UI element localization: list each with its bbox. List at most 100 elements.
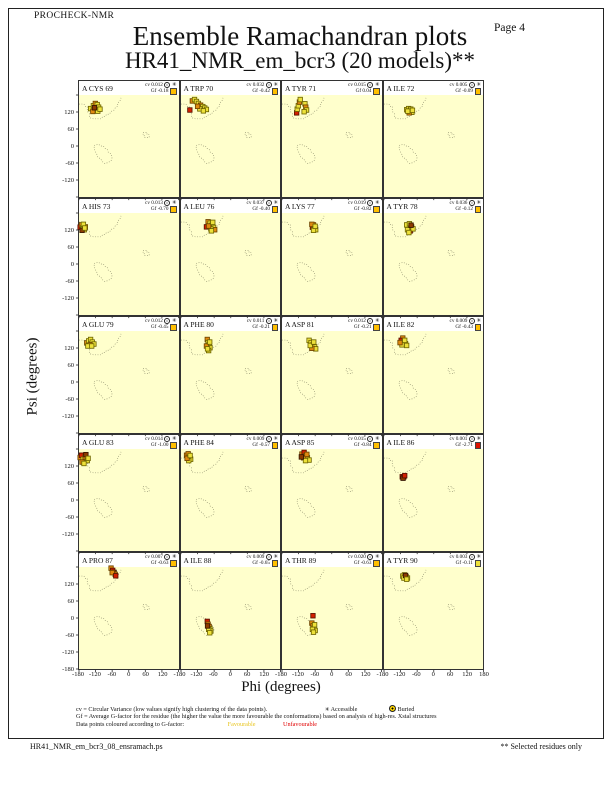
ramachandran-plot [75, 448, 179, 555]
accessible-icon: ✳ [273, 199, 278, 206]
data-point [204, 346, 210, 352]
gfactor-chip [373, 324, 380, 331]
left-handed-alpha-region [142, 132, 150, 138]
residue-label: A GLU 79 [82, 320, 114, 329]
beta-allowed-region [180, 97, 223, 120]
alpha-allowed-region [398, 379, 418, 400]
data-point [97, 106, 103, 112]
accessible-icon: ✳ [171, 435, 177, 442]
ramachandran-panel: A GLU 79 cv 0.012 ✳ Gf -0.45 [75, 316, 180, 437]
data-point [81, 460, 87, 467]
cv-value: cv 0.015 [348, 436, 366, 442]
gf-value: Gf -2.71 [455, 442, 473, 449]
cv-stat: cv 0.009 ✳ [247, 554, 278, 561]
gf-stat: Gf -0.70 [145, 206, 177, 213]
plot-canvas [383, 333, 484, 437]
data-point [310, 629, 317, 635]
data-point [403, 576, 409, 582]
beta-allowed-region [79, 569, 122, 592]
alpha-allowed-region [296, 261, 316, 282]
gfactor-chip [373, 560, 380, 567]
accessible-icon: ✳ [171, 81, 177, 88]
residue-label: A ILE 86 [386, 438, 415, 447]
gf-value: Gf -0.45 [150, 324, 169, 331]
plot-canvas [281, 449, 382, 555]
ramachandran-plot [383, 331, 484, 437]
data-point [109, 569, 115, 576]
residue-label: A TYR 78 [386, 202, 418, 211]
residue-label: A CYS 69 [82, 84, 113, 93]
accessible-icon: ✳ [374, 81, 380, 88]
residue-label: A ASP 85 [285, 438, 315, 447]
ramachandran-plot [281, 331, 382, 437]
beta-allowed-region [180, 215, 223, 238]
gf-stat: Gf -0.09 [450, 88, 481, 95]
cv-stat: cv 0.012 ✳ [145, 81, 177, 89]
gfactor-chip [373, 88, 380, 95]
left-handed-alpha-region [345, 250, 353, 256]
legend-line-1: cv = Circular Variance (low values signi… [76, 705, 437, 713]
buried-icon [468, 436, 475, 443]
alpha-allowed-region [195, 497, 215, 518]
ramachandran-panel: A PHE 80 cv 0.011 ✳ Gf -0.21 [179, 316, 281, 437]
gfactor-chip [170, 88, 177, 95]
gf-stat: Gf -0.18 [145, 88, 177, 95]
residue-label: A ILE 82 [386, 320, 415, 329]
gf-stat: Gf -0.65 [247, 560, 278, 567]
gf-stat: Gf -0.12 [450, 206, 481, 213]
ramachandran-panel: A HIS 73 cv 0.013 ✳ Gf -0.70 [75, 198, 180, 319]
ramachandran-plot [281, 95, 382, 201]
data-point [405, 229, 412, 236]
left-handed-alpha-region [447, 486, 455, 492]
left-handed-alpha-region [447, 368, 455, 374]
left-handed-alpha-region [142, 368, 150, 374]
gf-value: Gf -0.18 [150, 88, 169, 95]
ramachandran-plot [383, 567, 484, 673]
residue-label: A LEU 76 [183, 202, 215, 211]
cv-stat: cv 0.009 ✳ [450, 318, 481, 325]
left-handed-alpha-region [345, 368, 353, 374]
residue-label: A ILE 72 [386, 84, 415, 93]
data-point [205, 223, 211, 229]
gf-stat: Gf -0.42 [247, 88, 278, 95]
ramachandran-plot [75, 94, 179, 201]
gfactor-chip [474, 88, 481, 95]
gf-stat: Gf -0.57 [247, 442, 278, 449]
plot-canvas [75, 565, 179, 673]
beta-allowed-region [180, 333, 223, 356]
gf-value: Gf -0.21 [252, 324, 270, 331]
cv-value: cv 0.005 [449, 82, 468, 88]
beta-allowed-region [282, 97, 325, 120]
residue-label: A TYR 90 [386, 556, 418, 565]
accessible-label: Accessible [330, 706, 358, 713]
cv-stat: cv 0.003 ✳ [449, 554, 481, 561]
buried-icon [265, 318, 272, 325]
left-handed-alpha-region [447, 604, 455, 610]
gf-stat: Gf -0.45 [145, 324, 177, 331]
left-handed-alpha-region [244, 368, 252, 374]
ramachandran-panel: A LEU 76 cv 0.037 ✳ Gf -0.40 [179, 198, 281, 319]
buried-icon [265, 436, 272, 443]
legend: cv = Circular Variance (low values signi… [76, 705, 437, 728]
ramachandran-plot [281, 449, 382, 555]
gfactor-chip [474, 206, 481, 213]
favourable-label: Favourable [227, 720, 256, 728]
ramachandran-plot [383, 95, 484, 201]
beta-allowed-region [282, 215, 325, 238]
alpha-allowed-region [398, 261, 418, 282]
cv-stat: cv 0.020 ✳ [348, 554, 380, 561]
plot-canvas [180, 96, 281, 201]
selected-residues-note: ** Selected residues only [500, 742, 582, 751]
cv-value: cv 0.003 [449, 554, 468, 560]
data-point [204, 623, 210, 629]
data-point [89, 343, 95, 349]
residue-label: A TRP 70 [183, 84, 214, 93]
data-point [310, 613, 316, 619]
beta-allowed-region [282, 451, 325, 474]
data-point [209, 219, 215, 226]
legend-line-2: Gf = Average G-factor for the residue (t… [76, 713, 437, 721]
ramachandran-plot [383, 449, 484, 555]
data-point [401, 472, 407, 479]
alpha-allowed-region [398, 143, 418, 164]
cv-stat: cv 0.007 ✳ [145, 554, 177, 561]
